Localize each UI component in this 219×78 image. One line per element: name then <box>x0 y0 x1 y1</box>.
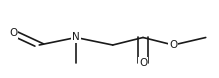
Text: O: O <box>139 58 147 68</box>
Text: N: N <box>72 33 80 43</box>
Text: O: O <box>169 40 177 50</box>
Text: O: O <box>9 28 17 38</box>
